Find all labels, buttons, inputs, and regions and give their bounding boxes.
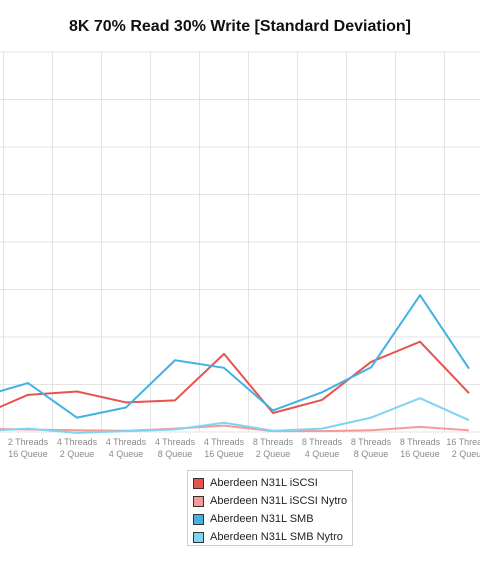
legend-item-2: Aberdeen N31L iSCSI Nytro <box>193 492 352 510</box>
x-tick-label: 4 Threads 2 Queue <box>57 437 98 459</box>
series-line-3 <box>0 294 470 419</box>
x-tick-label: 4 Threads 16 Queue <box>204 437 245 459</box>
legend-label: Aberdeen N31L SMB <box>210 513 314 525</box>
chart-title: 8K 70% Read 30% Write [Standard Deviatio… <box>68 18 412 35</box>
legend: Aberdeen N31L iSCSI Aberdeen N31L iSCSI N… <box>187 470 353 546</box>
legend-label: Aberdeen N31L iSCSI Nytro <box>210 495 348 507</box>
series-line-4 <box>0 397 470 434</box>
legend-item-3: Aberdeen N31L SMB <box>193 510 352 528</box>
legend-swatch <box>193 513 204 525</box>
series-line-2 <box>0 424 470 433</box>
x-tick-label: 8 Threads 2 Queue <box>253 437 294 459</box>
x-tick-label: 8 Threads 16 Queue <box>400 437 441 459</box>
series-line-1 <box>0 340 470 414</box>
legend-swatch <box>193 477 204 489</box>
series-lines <box>0 294 470 434</box>
legend-swatch <box>193 495 204 507</box>
legend-label: Aberdeen N31L SMB Nytro <box>210 531 343 543</box>
x-tick-label: 4 Threads 4 Queue <box>106 437 147 459</box>
x-tick-label: 8 Threads 8 Queue <box>351 437 392 459</box>
legend-swatch <box>193 531 204 543</box>
x-tick-label: 4 Threads 8 Queue <box>155 437 196 459</box>
x-tick-label: 8 Threads 4 Queue <box>302 437 343 459</box>
grid-lines <box>0 51 480 433</box>
legend-label: Aberdeen N31L iSCSI <box>210 477 318 489</box>
legend-item-4: Aberdeen N31L SMB Nytro <box>193 528 352 546</box>
legend-item-1: Aberdeen N31L iSCSI <box>193 474 352 492</box>
x-tick-label: 2 Threads 16 Queue <box>8 437 49 459</box>
